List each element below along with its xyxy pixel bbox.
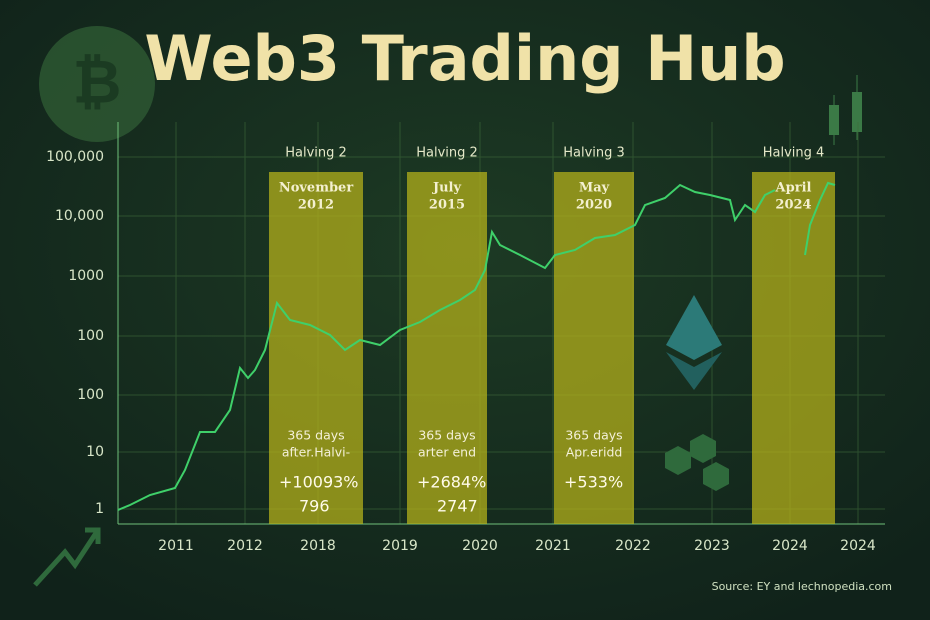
halving-note: 365 days — [287, 428, 344, 443]
halving-band — [407, 172, 487, 524]
ethereum-icon — [666, 295, 722, 390]
halving-date: 2020 — [576, 198, 612, 213]
y-tick-label: 100 — [77, 387, 104, 403]
halving-date: April — [775, 181, 812, 196]
y-tick-label: 10,000 — [55, 208, 104, 224]
source: Source: EY and lechnopedia.com — [712, 580, 892, 593]
x-tick-label: 2011 — [158, 538, 194, 554]
growth-icon — [33, 527, 101, 587]
halving-band — [752, 172, 835, 524]
halving-note: Apr.eridd — [566, 445, 623, 460]
halving-change: +533% — [564, 473, 623, 492]
x-tick-label: 2019 — [382, 538, 418, 554]
y-tick-label: 10 — [86, 444, 104, 460]
halving-date: 2024 — [775, 198, 811, 213]
halving-value: 2747 — [437, 497, 478, 516]
halving-label: Halving 2 — [285, 146, 347, 161]
halving-note: 365 days — [418, 428, 475, 443]
y-tick-label: 100 — [77, 328, 104, 344]
x-tick-label: 2021 — [535, 538, 571, 554]
x-tick-label: 2024 — [840, 538, 876, 554]
candles — [829, 75, 862, 145]
bitcoin-icon — [39, 26, 155, 142]
x-tick-label: 2012 — [227, 538, 263, 554]
halving-label: Halving 2 — [416, 146, 478, 161]
hex-icons — [665, 434, 729, 491]
x-tick-label: 2018 — [300, 538, 336, 554]
halving-change: +10093% — [279, 473, 359, 492]
halving-band — [554, 172, 634, 524]
y-tick-label: 1 — [95, 501, 104, 517]
x-tick-label: 2020 — [462, 538, 498, 554]
halving-label: Halving 3 — [563, 146, 625, 161]
halving-date: 2015 — [429, 198, 465, 213]
halving-date: November — [279, 181, 353, 196]
halving-value: 796 — [299, 497, 330, 516]
x-tick-label: 2024 — [772, 538, 808, 554]
x-tick-label: 2023 — [694, 538, 730, 554]
x-tick-label: 2022 — [615, 538, 651, 554]
halving-date: July — [432, 181, 462, 196]
halving-note: after.Halvi- — [282, 445, 350, 460]
y-tick-label: 1000 — [68, 268, 104, 284]
title: Web3 Trading Hub — [144, 22, 785, 95]
halving-date: 2012 — [298, 198, 334, 213]
bitcoin-symbol: ₿ — [73, 48, 122, 118]
price-line — [117, 181, 836, 511]
halving-label: Halving 4 — [763, 146, 825, 161]
y-tick-label: 100,000 — [46, 149, 104, 165]
halving-date: May — [579, 181, 610, 196]
halving-change: +2684% — [417, 473, 486, 492]
halving-note: arter end — [418, 445, 476, 460]
halving-note: 365 days — [565, 428, 622, 443]
